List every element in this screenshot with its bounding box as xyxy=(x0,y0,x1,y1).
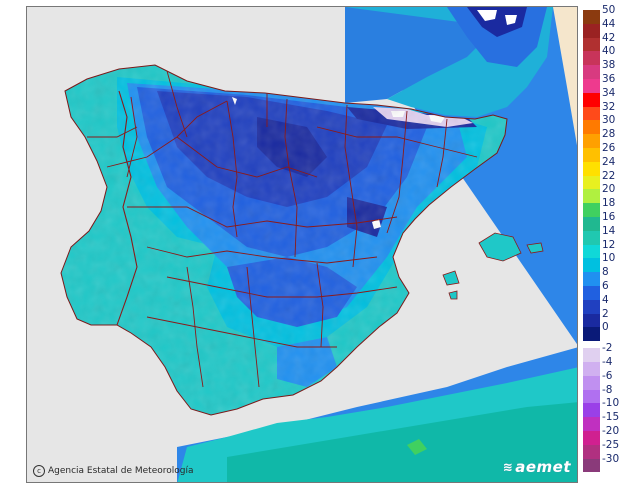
legend-label: 8 xyxy=(602,266,609,279)
legend-label: -10 xyxy=(602,397,620,410)
mallorca-island xyxy=(478,232,522,262)
legend-swatch xyxy=(583,189,600,204)
legend-label: 42 xyxy=(602,31,616,44)
legend-label: 44 xyxy=(602,17,616,30)
legend-swatch xyxy=(583,403,600,418)
peninsula-coastline xyxy=(60,64,508,416)
legend-swatch xyxy=(583,148,600,162)
legend-label: 20 xyxy=(602,183,616,196)
legend-swatch xyxy=(583,258,600,273)
legend-swatch xyxy=(583,92,600,107)
legend-swatch xyxy=(583,375,600,390)
legend-label: 6 xyxy=(602,280,609,292)
legend-swatch xyxy=(583,362,600,376)
legend-swatch xyxy=(583,431,600,445)
legend-swatch xyxy=(583,458,600,473)
map-frame[interactable]: c Agencia Estatal de Meteorología ≋ aeme… xyxy=(26,6,578,483)
legend-label: 28 xyxy=(602,128,616,141)
province-borders xyxy=(87,70,478,388)
legend-label: -8 xyxy=(602,383,613,396)
legend-swatch xyxy=(583,37,600,52)
legend-label: 22 xyxy=(602,169,616,182)
legend-label: -30 xyxy=(602,452,620,465)
legend-swatch xyxy=(583,313,600,328)
wave-logo-icon: ≋ xyxy=(502,460,514,474)
legend-swatch xyxy=(583,51,600,66)
brand-text: aemet xyxy=(515,458,571,476)
color-legend: 50 44 42 40 38 36 34 32 30 28 26 24 22 20 18 16 14 12 10 8 6… xyxy=(583,5,627,485)
legend-label: 30 xyxy=(602,114,616,127)
legend-label: 24 xyxy=(602,155,616,168)
credit-text: Agencia Estatal de Meteorología xyxy=(48,466,194,476)
legend-swatch xyxy=(583,175,600,190)
formentera-island xyxy=(448,290,458,300)
legend-swatch xyxy=(583,10,600,24)
legend-swatch xyxy=(583,348,600,362)
legend-label: 50 xyxy=(602,4,616,16)
ibiza-island xyxy=(442,270,460,286)
france-east-area xyxy=(553,7,577,146)
legend-label: -6 xyxy=(602,369,613,382)
legend-label: -15 xyxy=(602,411,620,424)
legend-label: 16 xyxy=(602,211,616,223)
legend-swatch xyxy=(583,79,600,93)
bay-of-biscay-sea xyxy=(345,7,497,103)
legend-swatch xyxy=(583,327,600,342)
legend-swatch xyxy=(583,217,600,231)
legend-swatch xyxy=(583,203,600,217)
legend-swatch xyxy=(583,120,600,135)
legend-swatch xyxy=(583,299,600,314)
legend-swatch xyxy=(583,106,600,121)
legend-swatch xyxy=(583,417,600,431)
temperature-map[interactable] xyxy=(27,7,578,483)
legend-swatch xyxy=(583,23,600,38)
legend-label: 4 xyxy=(602,293,609,306)
legend-label: 14 xyxy=(602,224,616,237)
credit-label: c Agencia Estatal de Meteorología xyxy=(33,465,194,477)
legend-label: 10 xyxy=(602,252,616,265)
legend-swatch xyxy=(583,444,600,459)
legend-label: -20 xyxy=(602,425,620,437)
legend-label: 12 xyxy=(602,238,616,251)
legend-label: 40 xyxy=(602,45,616,58)
legend-swatch xyxy=(583,286,600,300)
legend-swatch xyxy=(583,161,600,176)
brand-logo: ≋ aemet xyxy=(503,458,571,476)
legend-label: 32 xyxy=(602,100,616,113)
legend-label: 2 xyxy=(602,307,609,320)
legend-swatch xyxy=(583,272,600,286)
legend-swatch xyxy=(583,134,600,148)
menorca-island xyxy=(526,242,544,254)
legend-swatch xyxy=(583,389,600,404)
legend-label: 36 xyxy=(602,73,616,85)
legend-swatch xyxy=(583,244,600,259)
legend-label: -25 xyxy=(602,438,620,451)
legend-label: 38 xyxy=(602,59,616,72)
copyright-icon: c xyxy=(33,465,45,477)
legend-label: -2 xyxy=(602,342,613,355)
legend-label: 34 xyxy=(602,86,616,99)
legend-label: 0 xyxy=(602,321,609,334)
portugal-border xyxy=(116,90,138,326)
legend-label: 18 xyxy=(602,197,616,210)
legend-swatch xyxy=(583,65,600,79)
legend-label: -4 xyxy=(602,356,613,368)
legend-swatch xyxy=(583,230,600,245)
legend-label: 26 xyxy=(602,142,616,154)
